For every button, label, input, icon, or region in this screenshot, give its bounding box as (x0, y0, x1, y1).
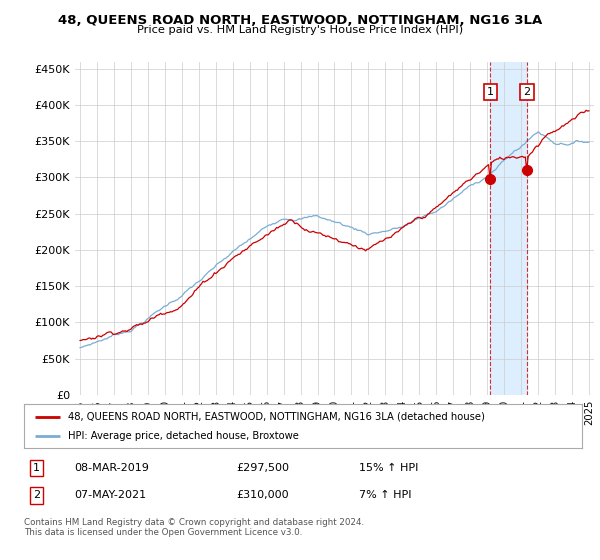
Text: 2: 2 (33, 491, 40, 501)
Text: 7% ↑ HPI: 7% ↑ HPI (359, 491, 412, 501)
Text: 07-MAY-2021: 07-MAY-2021 (74, 491, 146, 501)
Text: 1: 1 (33, 463, 40, 473)
Text: Contains HM Land Registry data © Crown copyright and database right 2024.
This d: Contains HM Land Registry data © Crown c… (24, 518, 364, 538)
Text: 1: 1 (487, 87, 494, 97)
Text: 2: 2 (523, 87, 530, 97)
Text: HPI: Average price, detached house, Broxtowe: HPI: Average price, detached house, Brox… (68, 431, 298, 441)
Text: Price paid vs. HM Land Registry's House Price Index (HPI): Price paid vs. HM Land Registry's House … (137, 25, 463, 35)
Bar (490, 62, 527, 395)
Text: 15% ↑ HPI: 15% ↑ HPI (359, 463, 418, 473)
Text: 48, QUEENS ROAD NORTH, EASTWOOD, NOTTINGHAM, NG16 3LA: 48, QUEENS ROAD NORTH, EASTWOOD, NOTTING… (58, 14, 542, 27)
Text: £310,000: £310,000 (236, 491, 289, 501)
Text: 48, QUEENS ROAD NORTH, EASTWOOD, NOTTINGHAM, NG16 3LA (detached house): 48, QUEENS ROAD NORTH, EASTWOOD, NOTTING… (68, 412, 484, 422)
Text: 08-MAR-2019: 08-MAR-2019 (74, 463, 149, 473)
Text: £297,500: £297,500 (236, 463, 289, 473)
